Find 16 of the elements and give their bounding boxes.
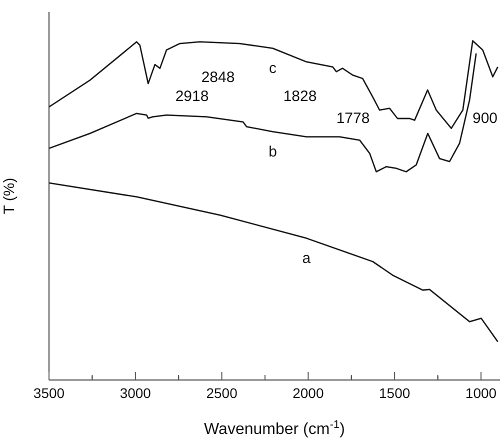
series-label: a <box>302 250 312 267</box>
x-tick-label: 3000 <box>120 385 152 401</box>
x-axis-title: Wavenumber (cm$^{-1}$) <box>204 419 345 438</box>
x-tick-label: 3500 <box>33 385 65 401</box>
x-tick-label: 2500 <box>206 385 238 401</box>
series-label: c <box>269 60 278 77</box>
series-label: b <box>268 143 277 160</box>
x-tick-label: 1500 <box>379 385 410 401</box>
x-tick-label: 2000 <box>292 385 324 401</box>
y-axis-title: T (%) <box>1 178 18 214</box>
annotation: 900 <box>472 110 498 126</box>
annotation: 2918 <box>175 88 209 104</box>
annotation: 1828 <box>283 88 317 104</box>
x-tick-label: 1000 <box>465 385 497 401</box>
annotation: 2848 <box>201 68 235 86</box>
annotation: 1778 <box>336 110 370 126</box>
